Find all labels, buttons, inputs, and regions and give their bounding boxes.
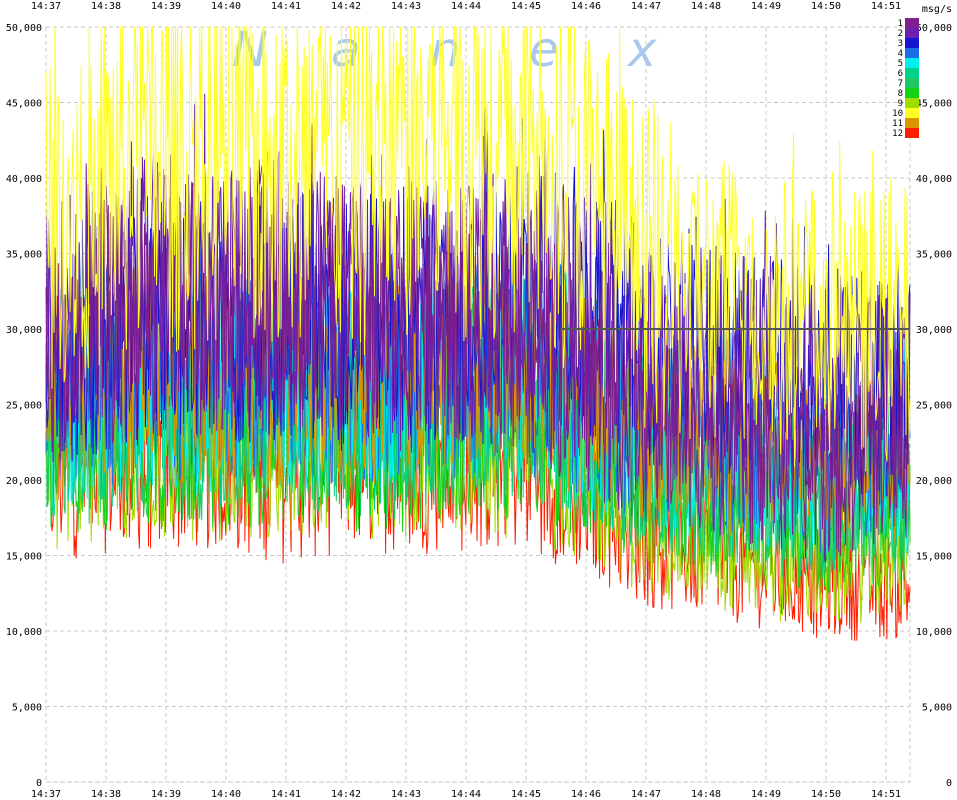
- legend-swatch: [905, 68, 919, 78]
- x-tick-label-top: 14:51: [871, 1, 901, 12]
- y-tick-label-left: 45,000: [6, 99, 42, 110]
- x-tick-label-bottom: 14:47: [631, 789, 661, 800]
- legend-label: 6: [898, 69, 903, 79]
- x-tick-label-bottom: 14:45: [511, 789, 541, 800]
- legend-label: 11: [892, 119, 903, 129]
- y-tick-label-left: 15,000: [6, 552, 42, 563]
- x-tick-label-top: 14:38: [91, 1, 121, 12]
- legend-label: 4: [898, 49, 903, 59]
- legend-label: 10: [892, 109, 903, 119]
- legend-swatch: [905, 28, 919, 38]
- y-tick-label-right: 25,000: [916, 401, 952, 412]
- series-10-line: [45, 26, 911, 472]
- y-axis-right: 0 5,000 10,000 15,000 20,000 25,000 30,000 35,0…: [916, 23, 952, 789]
- y-tick-label-right: 20,000: [916, 476, 952, 487]
- legend-label: 1: [898, 19, 903, 29]
- legend-swatch: [905, 88, 919, 98]
- legend-swatch: [905, 38, 919, 48]
- legend-swatch: [905, 58, 919, 68]
- legend-label: 9: [898, 99, 903, 109]
- x-tick-label-bottom: 14:44: [451, 789, 481, 800]
- legend-swatch: [905, 128, 919, 138]
- x-tick-label-top: 14:44: [451, 1, 481, 12]
- x-tick-label-bottom: 14:50: [811, 789, 841, 800]
- legend-label: 12: [892, 129, 903, 139]
- x-tick-label-top: 14:49: [751, 1, 781, 12]
- x-axis-bottom: 14:37 14:38 14:39 14:40 14:41 14:42 14:43 14:44…: [31, 789, 901, 800]
- x-tick-label-top: 14:37: [31, 1, 61, 12]
- legend-label: 2: [898, 29, 903, 39]
- x-tick-label-bottom: 14:46: [571, 789, 601, 800]
- x-tick-label-bottom: 14:39: [151, 789, 181, 800]
- x-axis-top: 14:37 14:38 14:39 14:40 14:41 14:42 14:43 14:44…: [31, 1, 901, 12]
- legend-swatch: [905, 48, 919, 58]
- x-tick-label-top: 14:39: [151, 1, 181, 12]
- x-tick-label-top: 14:48: [691, 1, 721, 12]
- series-lines: [45, 26, 911, 641]
- x-tick-label-top: 14:43: [391, 1, 421, 12]
- y-tick-label-right: 45,000: [916, 99, 952, 110]
- y-tick-label-right: 0: [946, 778, 952, 789]
- y-tick-label-right: 10,000: [916, 627, 952, 638]
- y-tick-label-left: 25,000: [6, 401, 42, 412]
- x-tick-label-bottom: 14:41: [271, 789, 301, 800]
- y-tick-label-left: 50,000: [6, 23, 42, 34]
- unit-label: msg/s: [922, 4, 952, 15]
- y-tick-label-left: 30,000: [6, 325, 42, 336]
- x-tick-label-bottom: 14:42: [331, 789, 361, 800]
- watermark-letter: e: [529, 22, 559, 78]
- y-tick-label-left: 0: [36, 778, 42, 789]
- x-tick-label-bottom: 14:43: [391, 789, 421, 800]
- legend-label: 8: [898, 89, 903, 99]
- legend-swatch: [905, 78, 919, 88]
- x-tick-label-top: 14:42: [331, 1, 361, 12]
- legend-swatch: [905, 118, 919, 128]
- watermark-letter: x: [626, 22, 657, 78]
- x-tick-label-bottom: 14:51: [871, 789, 901, 800]
- legend-label: 3: [898, 39, 903, 49]
- x-tick-label-top: 14:40: [211, 1, 241, 12]
- y-tick-label-left: 10,000: [6, 627, 42, 638]
- y-tick-label-left: 40,000: [6, 174, 42, 185]
- y-tick-label-right: 15,000: [916, 552, 952, 563]
- x-tick-label-top: 14:46: [571, 1, 601, 12]
- legend-swatch: [905, 18, 919, 28]
- legend-label: 7: [898, 79, 903, 89]
- y-tick-label-left: 5,000: [12, 703, 42, 714]
- y-tick-label-right: 50,000: [916, 23, 952, 34]
- x-tick-label-top: 14:45: [511, 1, 541, 12]
- y-tick-label-right: 35,000: [916, 250, 952, 261]
- x-tick-label-top: 14:50: [811, 1, 841, 12]
- series-1-line: [45, 124, 911, 563]
- x-tick-label-top: 14:47: [631, 1, 661, 12]
- y-tick-label-right: 40,000: [916, 174, 952, 185]
- x-tick-label-bottom: 14:48: [691, 789, 721, 800]
- x-tick-label-bottom: 14:38: [91, 789, 121, 800]
- y-tick-label-right: 30,000: [916, 325, 952, 336]
- x-tick-label-bottom: 14:49: [751, 789, 781, 800]
- legend-label: 5: [898, 59, 903, 69]
- y-axis-left: 0 5,000 10,000 15,000 20,000 25,000 30,000 35,0…: [6, 23, 42, 789]
- x-tick-label-top: 14:41: [271, 1, 301, 12]
- legend-swatch: [905, 108, 919, 118]
- y-tick-label-right: 5,000: [922, 703, 952, 714]
- x-tick-label-bottom: 14:37: [31, 789, 61, 800]
- legend-swatch: [905, 98, 919, 108]
- y-tick-label-left: 20,000: [6, 476, 42, 487]
- y-tick-label-left: 35,000: [6, 250, 42, 261]
- x-tick-label-bottom: 14:40: [211, 789, 241, 800]
